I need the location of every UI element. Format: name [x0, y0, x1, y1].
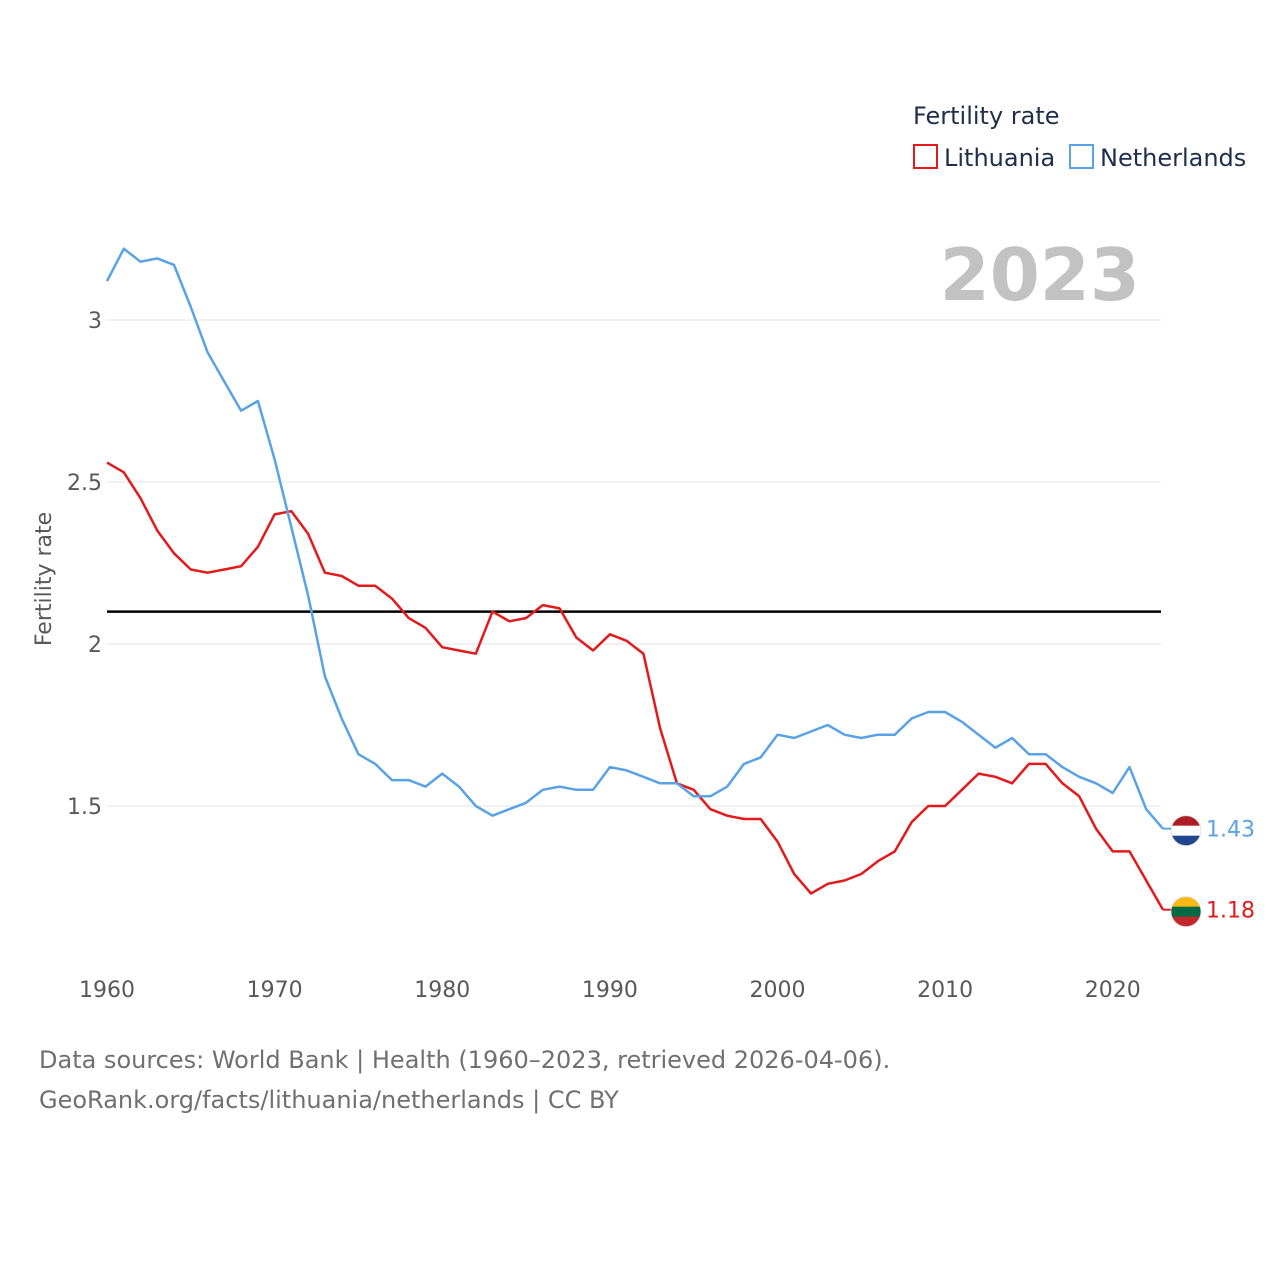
series-line-lithuania: [106, 461, 1165, 911]
flag-stripe: [1171, 896, 1201, 908]
legend-label-lithuania: Lithuania: [944, 144, 1055, 172]
y-tick-label: 1.5: [67, 795, 102, 820]
current-year-label: 2023: [940, 233, 1140, 317]
flag-lithuania-icon: [1171, 896, 1201, 927]
x-tick-label: 1980: [414, 978, 470, 1003]
flag-stripe: [1171, 916, 1201, 927]
legend-label-netherlands: Netherlands: [1100, 144, 1246, 172]
footer-attribution: GeoRank.org/facts/lithuania/netherlands …: [39, 1086, 619, 1114]
y-axis-ticks: 1.5 2 2.5 3: [67, 309, 102, 820]
flag-netherlands-icon: [1171, 815, 1201, 846]
y-axis-title: Fertility rate: [32, 512, 57, 646]
flag-stripe: [1171, 906, 1201, 918]
y-tick-label: 3: [88, 309, 102, 334]
legend-swatch-lithuania: [913, 144, 938, 169]
series-lines: [105, 247, 1165, 911]
x-tick-label: 1990: [582, 978, 638, 1003]
flag-border: [1170, 815, 1202, 847]
y-tick-label: 2: [88, 633, 102, 658]
flag-stripe: [1171, 825, 1201, 837]
series-end-markers: 1.18 1.43: [1163, 815, 1255, 928]
x-axis-ticks: 1960 1970 1980 1990 2000 2010 2020: [79, 978, 1141, 1003]
x-tick-label: 1970: [247, 978, 303, 1003]
legend-title: Fertility rate: [913, 102, 1060, 130]
flag-stripe: [1171, 815, 1201, 827]
legend: Fertility rate Lithuania Netherlands: [913, 102, 1246, 172]
x-tick-label: 2000: [749, 978, 805, 1003]
series-line-netherlands: [105, 247, 1164, 830]
x-tick-label: 2010: [917, 978, 973, 1003]
flag-stripe: [1171, 835, 1201, 846]
x-tick-label: 1960: [79, 978, 135, 1003]
flag-border: [1170, 896, 1202, 928]
end-value-label-netherlands: 1.43: [1206, 818, 1255, 843]
legend-swatch-netherlands: [1069, 144, 1094, 169]
y-tick-label: 2.5: [67, 471, 102, 496]
footer-data-sources: Data sources: World Bank | Health (1960–…: [39, 1046, 890, 1074]
end-value-label-lithuania: 1.18: [1206, 899, 1255, 924]
x-tick-label: 2020: [1085, 978, 1141, 1003]
gridlines: [107, 319, 1161, 807]
